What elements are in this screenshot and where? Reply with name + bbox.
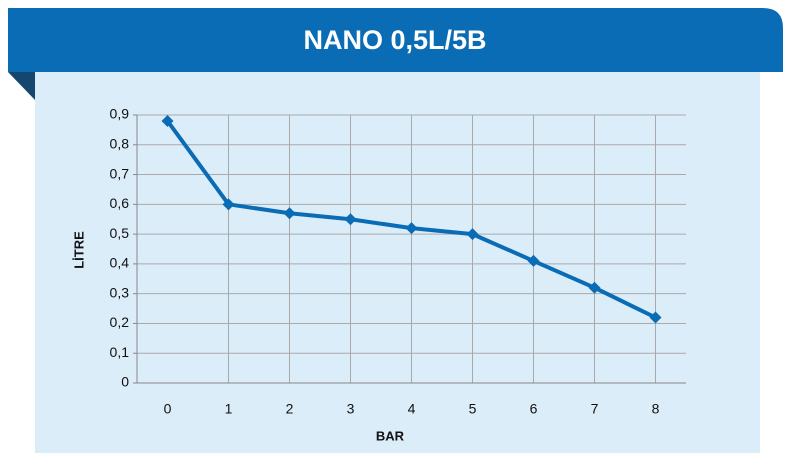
marker [283, 207, 296, 220]
y-tick-label: 0,6 [110, 195, 130, 211]
marker [222, 198, 235, 211]
y-tick-label: 0,4 [110, 255, 130, 271]
marker [466, 228, 479, 241]
x-tick-label: 2 [286, 401, 294, 417]
y-tick-label: 0,9 [110, 106, 130, 122]
marker [527, 254, 540, 267]
y-tick-label: 0,1 [110, 344, 130, 360]
y-tick-label: 0,8 [110, 135, 130, 151]
marker [405, 222, 418, 235]
y-axis-label: LİTRE [71, 231, 86, 269]
marker [344, 213, 357, 226]
x-tick-label: 4 [408, 401, 416, 417]
x-tick-label: 5 [469, 401, 477, 417]
chart-title: NANO 0,5L/5B [303, 25, 486, 55]
x-tick-label: 1 [225, 401, 233, 417]
banner-fold [8, 72, 35, 100]
x-tick-label: 6 [530, 401, 538, 417]
panel [35, 72, 760, 453]
x-tick-label: 0 [164, 401, 172, 417]
y-tick-label: 0,3 [110, 284, 130, 300]
banner [8, 8, 783, 72]
y-tick-label: 0 [121, 374, 129, 390]
x-axis-label: BAR [376, 428, 405, 443]
y-tick-label: 0,5 [110, 225, 130, 241]
x-tick-label: 7 [591, 401, 599, 417]
y-tick-label: 0,7 [110, 165, 130, 181]
y-tick-label: 0,2 [110, 314, 130, 330]
marker [588, 281, 601, 294]
marker [161, 114, 174, 127]
marker [649, 311, 662, 324]
x-tick-label: 8 [652, 401, 660, 417]
x-tick-label: 3 [347, 401, 355, 417]
